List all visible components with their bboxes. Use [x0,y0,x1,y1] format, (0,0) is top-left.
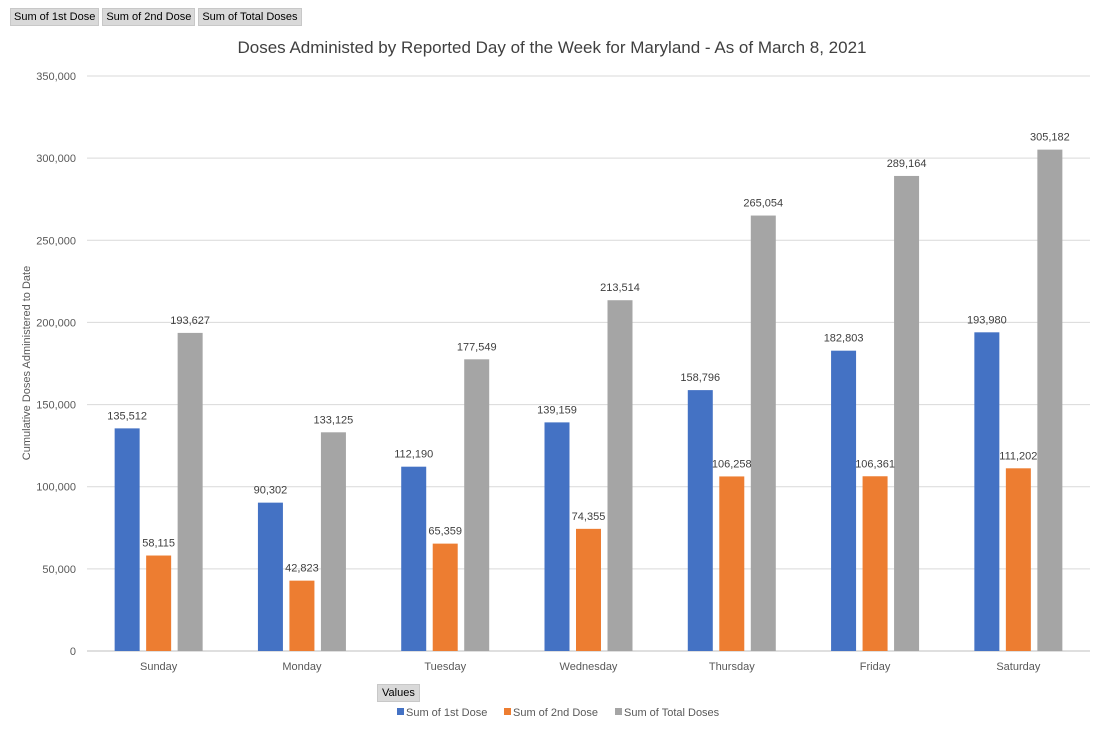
bar[interactable] [544,422,570,651]
bar[interactable] [576,528,601,651]
x-tick-label: Tuesday [424,661,466,673]
y-tick-label: 0 [70,646,76,658]
y-axis-label: Cumulative Doses Administered to Date [21,266,33,460]
bar[interactable] [114,428,140,651]
bar[interactable] [607,300,633,651]
bar[interactable] [750,215,776,651]
data-label: 65,359 [428,526,462,538]
data-label: 42,823 [285,563,319,575]
bar[interactable] [1005,468,1031,651]
bar[interactable] [831,350,857,651]
bar[interactable] [862,476,888,651]
data-label: 265,054 [743,198,783,210]
legend-label: Sum of 2nd Dose [513,707,598,719]
y-tick-label: 100,000 [36,482,76,494]
field-button-2nd-dose[interactable]: Sum of 2nd Dose [102,8,196,26]
data-label: 133,125 [314,414,354,426]
y-tick-label: 50,000 [42,564,76,576]
values-field-button[interactable]: Values [377,684,420,702]
x-tick-label: Sunday [140,661,178,673]
gridlines [87,75,1090,652]
y-tick-label: 200,000 [36,317,76,329]
x-tick-label: Friday [860,661,891,673]
y-tick-label: 350,000 [36,71,76,83]
field-button-total-doses[interactable]: Sum of Total Doses [198,8,302,26]
y-tick-label: 250,000 [36,235,76,247]
data-label: 106,258 [712,458,752,470]
legend-swatch [504,708,511,715]
chart-title: Doses Administed by Reported Day of the … [238,38,867,57]
data-label: 193,980 [967,314,1007,326]
bar[interactable] [894,175,920,651]
bar[interactable] [719,476,745,651]
legend-swatch [615,708,622,715]
y-axis-ticks: 0 50,000 100,000 150,000 200,000 250,000 300,0… [36,71,76,658]
bar[interactable] [1037,149,1063,651]
data-label: 111,202 [999,450,1037,462]
bar[interactable] [464,359,490,651]
data-label: 74,355 [572,511,606,523]
y-tick-label: 300,000 [36,153,76,165]
data-label: 158,796 [680,372,720,384]
data-label: 139,159 [537,404,577,416]
x-tick-label: Wednesday [560,661,618,673]
data-label: 112,190 [394,449,433,461]
bar[interactable] [146,555,172,651]
x-tick-label: Saturday [996,661,1041,673]
pivot-field-buttons: Sum of 1st Dose Sum of 2nd Dose Sum of T… [10,8,302,26]
legend-label: Sum of Total Doses [624,707,720,719]
data-label: 135,512 [107,410,147,422]
data-label: 305,182 [1030,132,1070,144]
bar[interactable] [320,432,346,651]
data-label: 177,549 [457,341,497,353]
bar[interactable] [401,466,427,651]
y-tick-label: 150,000 [36,400,76,412]
data-label: 90,302 [254,485,288,497]
bar[interactable] [974,332,1000,651]
data-label: 58,115 [142,538,175,550]
field-button-1st-dose[interactable]: Sum of 1st Dose [10,8,100,26]
x-axis-ticks: Sunday Monday Tuesday Wednesday Thursday Frid… [140,661,1041,673]
data-labels: 135,512 58,115 193,627 90,302 42,823 133,125 1… [107,132,1069,575]
data-label: 182,803 [824,333,864,345]
x-tick-label: Monday [282,661,322,673]
bar[interactable] [257,502,283,651]
legend-swatch [397,708,404,715]
bars [114,149,1063,651]
bar[interactable] [177,332,203,651]
data-label: 106,361 [855,458,895,470]
bar[interactable] [687,390,713,651]
data-label: 289,164 [887,158,927,170]
bar[interactable] [289,580,315,651]
x-tick-label: Thursday [709,661,755,673]
legend: Sum of 1st Dose Sum of 2nd Dose Sum of Tot… [397,707,720,719]
data-label: 193,627 [170,315,210,327]
bar[interactable] [432,543,458,651]
legend-label: Sum of 1st Dose [406,707,487,719]
data-label: 213,514 [600,282,640,294]
